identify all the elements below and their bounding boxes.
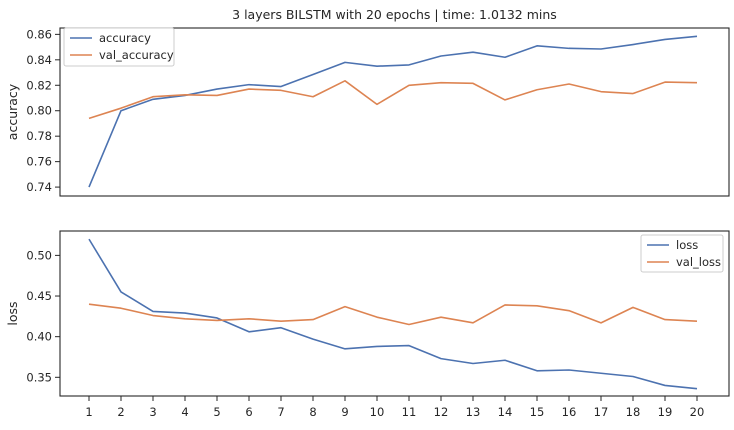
- x-tick-label: 7: [277, 405, 284, 419]
- x-tick-label: 12: [434, 405, 449, 419]
- y-tick-label: 0.84: [26, 53, 52, 67]
- legend-label: val_loss: [676, 255, 721, 269]
- x-tick-label: 4: [181, 405, 188, 419]
- y-tick-label: 0.35: [26, 370, 52, 384]
- y-tick-label: 0.45: [26, 289, 52, 303]
- series-line-loss: [88, 238, 698, 390]
- x-tick-label: 19: [658, 405, 673, 419]
- chart-title: 3 layers BILSTM with 20 epochs | time: 1…: [232, 7, 557, 22]
- legend: accuracy val_accuracy: [63, 27, 175, 67]
- y-axis-label: loss: [5, 301, 20, 325]
- x-tick-label: 8: [309, 405, 316, 419]
- x-tick-label: 11: [402, 405, 417, 419]
- x-tick-label: 1: [85, 405, 92, 419]
- y-tick-label: 0.50: [26, 248, 52, 262]
- x-tick-label: 2: [117, 405, 124, 419]
- y-tick-label: 0.86: [26, 27, 52, 41]
- y-axis-label: accuracy: [5, 83, 20, 140]
- plot-frame: [59, 27, 730, 197]
- plot-frame: [59, 230, 730, 397]
- x-tick-label: 20: [690, 405, 705, 419]
- y-tick-label: 0.74: [26, 180, 52, 194]
- x-tick-label: 9: [341, 405, 348, 419]
- y-tick-label: 0.40: [26, 330, 52, 344]
- legend-label: val_accuracy: [99, 48, 174, 62]
- x-tick-label: 13: [466, 405, 481, 419]
- legend-label: accuracy: [99, 31, 151, 45]
- series-line-val-accuracy: [88, 80, 698, 120]
- x-tick-label: 16: [562, 405, 577, 419]
- y-tick-label: 0.76: [26, 155, 52, 169]
- x-tick-label: 10: [370, 405, 385, 419]
- legend: loss val_loss: [640, 234, 724, 273]
- y-tick-label: 0.78: [26, 129, 52, 143]
- y-tick-label: 0.80: [26, 104, 52, 118]
- x-tick-label: 3: [149, 405, 156, 419]
- series-line-val-loss: [88, 303, 698, 326]
- accuracy-panel: 0.74 0.76 0.78 0.80 0.82 0.84 0.86 3 layers BIL…: [5, 7, 730, 197]
- x-tick-label: 14: [498, 405, 513, 419]
- plot-area: [60, 231, 729, 396]
- legend-label: loss: [676, 238, 698, 252]
- x-tick-label: 6: [245, 405, 252, 419]
- loss-panel: 0.350.400.450.501 2 3 4 5 6 7 8 9 10 11 12 13 14 15 16 1…: [5, 230, 730, 419]
- y-tick-label: 0.82: [26, 78, 52, 92]
- x-tick-label: 5: [213, 405, 220, 419]
- x-tick-label: 17: [594, 405, 609, 419]
- x-tick-label: 18: [626, 405, 641, 419]
- x-tick-label: 15: [530, 405, 545, 419]
